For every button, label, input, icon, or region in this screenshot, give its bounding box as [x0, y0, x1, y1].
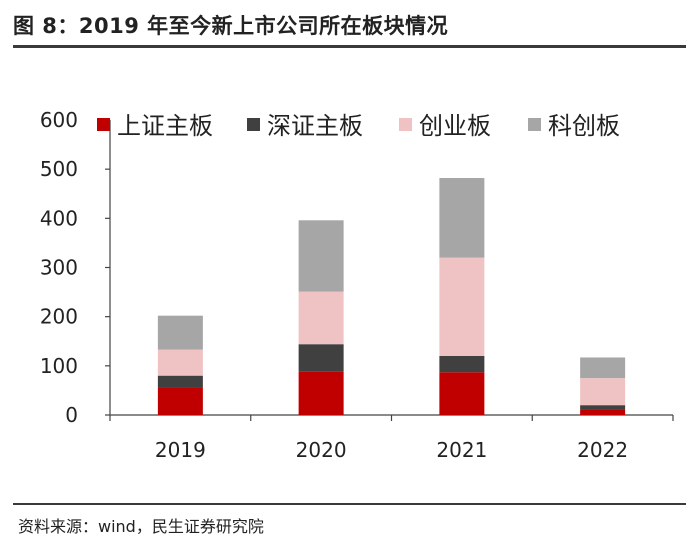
bar-segment [298, 220, 344, 292]
bar-segment [439, 178, 485, 258]
chart-legend: 上证主板 深证主板 创业板 科创板 [97, 112, 620, 140]
y-tick-label: 400 [40, 206, 78, 230]
y-tick-label: 500 [40, 157, 78, 181]
legend-swatch [247, 118, 260, 131]
bar-segment [580, 405, 626, 410]
bar-segment [157, 387, 203, 415]
legend-label: 深证主板 [267, 112, 363, 140]
figure-title: 图 8：2019 年至今新上市公司所在板块情况 [13, 14, 449, 38]
chart-bars [157, 178, 626, 415]
bar-segment [439, 372, 485, 415]
bar-segment [298, 371, 344, 415]
bar-segment [580, 357, 626, 379]
bar-segment [580, 409, 626, 415]
source-divider [13, 503, 686, 505]
x-tick-label: 2022 [577, 438, 628, 462]
bar-segment [157, 375, 203, 388]
legend-label: 上证主板 [117, 112, 213, 140]
bar-segment [157, 315, 203, 350]
source-note: 资料来源：wind，民生证券研究院 [18, 517, 264, 536]
legend-swatch [399, 118, 412, 131]
legend-swatch [97, 118, 110, 131]
legend-swatch [528, 118, 541, 131]
y-tick-label: 200 [40, 305, 78, 329]
chart-axes: 0 100 200 300 400 500 600 2019 2020 2021 2022 [40, 108, 674, 462]
legend-label: 科创板 [548, 112, 620, 140]
y-tick-label: 300 [40, 256, 78, 280]
y-tick-label: 600 [40, 108, 78, 132]
legend-label: 创业板 [419, 112, 491, 140]
bar-segment [157, 349, 203, 376]
bar-segment [580, 378, 626, 406]
bar-segment [439, 356, 485, 373]
bar-segment [439, 257, 485, 356]
y-tick-label: 100 [40, 354, 78, 378]
x-tick-label: 2020 [296, 438, 347, 462]
title-divider [13, 45, 686, 48]
bar-segment [298, 344, 344, 372]
x-tick-label: 2021 [436, 438, 487, 462]
y-tick-label: 0 [65, 403, 78, 427]
x-tick-label: 2019 [155, 438, 206, 462]
bar-segment [298, 291, 344, 345]
